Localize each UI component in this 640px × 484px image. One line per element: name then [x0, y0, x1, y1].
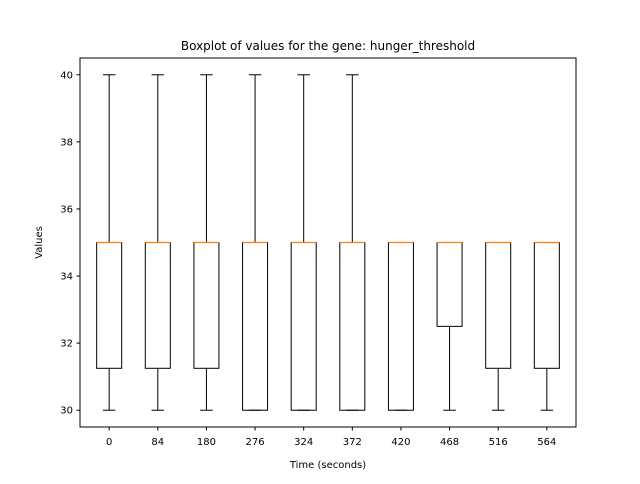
box-group-324 — [290, 74, 317, 411]
y-tick-label: 40 — [60, 70, 73, 81]
box-group-276 — [242, 74, 269, 411]
chart-title: Boxplot of values for the gene: hunger_t… — [181, 39, 475, 53]
box-group-420 — [387, 241, 414, 411]
x-tick-label: 84 — [151, 437, 164, 448]
x-tick-label: 324 — [294, 437, 313, 448]
box-group-372 — [339, 74, 366, 411]
y-axis-label: Values — [34, 226, 45, 259]
x-tick-label: 564 — [537, 437, 556, 448]
x-tick-label: 276 — [246, 437, 265, 448]
x-tick-label: 468 — [440, 437, 459, 448]
x-tick-label: 0 — [106, 437, 112, 448]
box-group-0 — [96, 74, 123, 411]
box-group-468 — [436, 241, 463, 411]
box-group-84 — [144, 74, 171, 411]
y-tick-label: 38 — [60, 137, 73, 148]
y-tick-label: 32 — [60, 339, 73, 350]
y-tick-label: 30 — [60, 406, 73, 417]
box-group-564 — [533, 241, 560, 411]
plot-area-frame — [79, 57, 577, 428]
y-tick-label: 34 — [60, 272, 73, 283]
x-tick-label: 180 — [197, 437, 216, 448]
x-tick-label: 420 — [391, 437, 410, 448]
box-group-180 — [193, 74, 220, 411]
x-axis: 0 84 180 276 324 372 420 468 516 564 — [106, 427, 556, 448]
x-tick-label: 516 — [489, 437, 508, 448]
x-tick-label: 372 — [343, 437, 362, 448]
y-axis: 30 32 34 36 38 40 — [60, 70, 80, 417]
x-axis-label: Time (seconds) — [289, 460, 366, 471]
box-group-516 — [485, 241, 512, 411]
y-tick-label: 36 — [60, 204, 73, 215]
plot-marks — [96, 74, 560, 411]
